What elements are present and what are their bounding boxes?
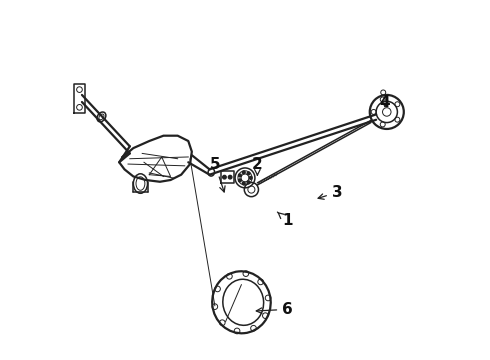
Circle shape bbox=[239, 174, 241, 177]
Text: 3: 3 bbox=[318, 185, 343, 200]
Circle shape bbox=[228, 175, 232, 179]
Circle shape bbox=[239, 179, 241, 182]
Text: 5: 5 bbox=[210, 157, 225, 192]
Circle shape bbox=[247, 181, 250, 184]
Circle shape bbox=[222, 175, 226, 179]
Text: 2: 2 bbox=[252, 157, 263, 175]
Text: 6: 6 bbox=[256, 302, 293, 317]
Circle shape bbox=[243, 182, 245, 185]
Circle shape bbox=[243, 171, 245, 174]
Text: 4: 4 bbox=[380, 95, 391, 109]
Circle shape bbox=[249, 176, 252, 179]
Circle shape bbox=[247, 172, 250, 175]
Text: 1: 1 bbox=[277, 212, 293, 228]
